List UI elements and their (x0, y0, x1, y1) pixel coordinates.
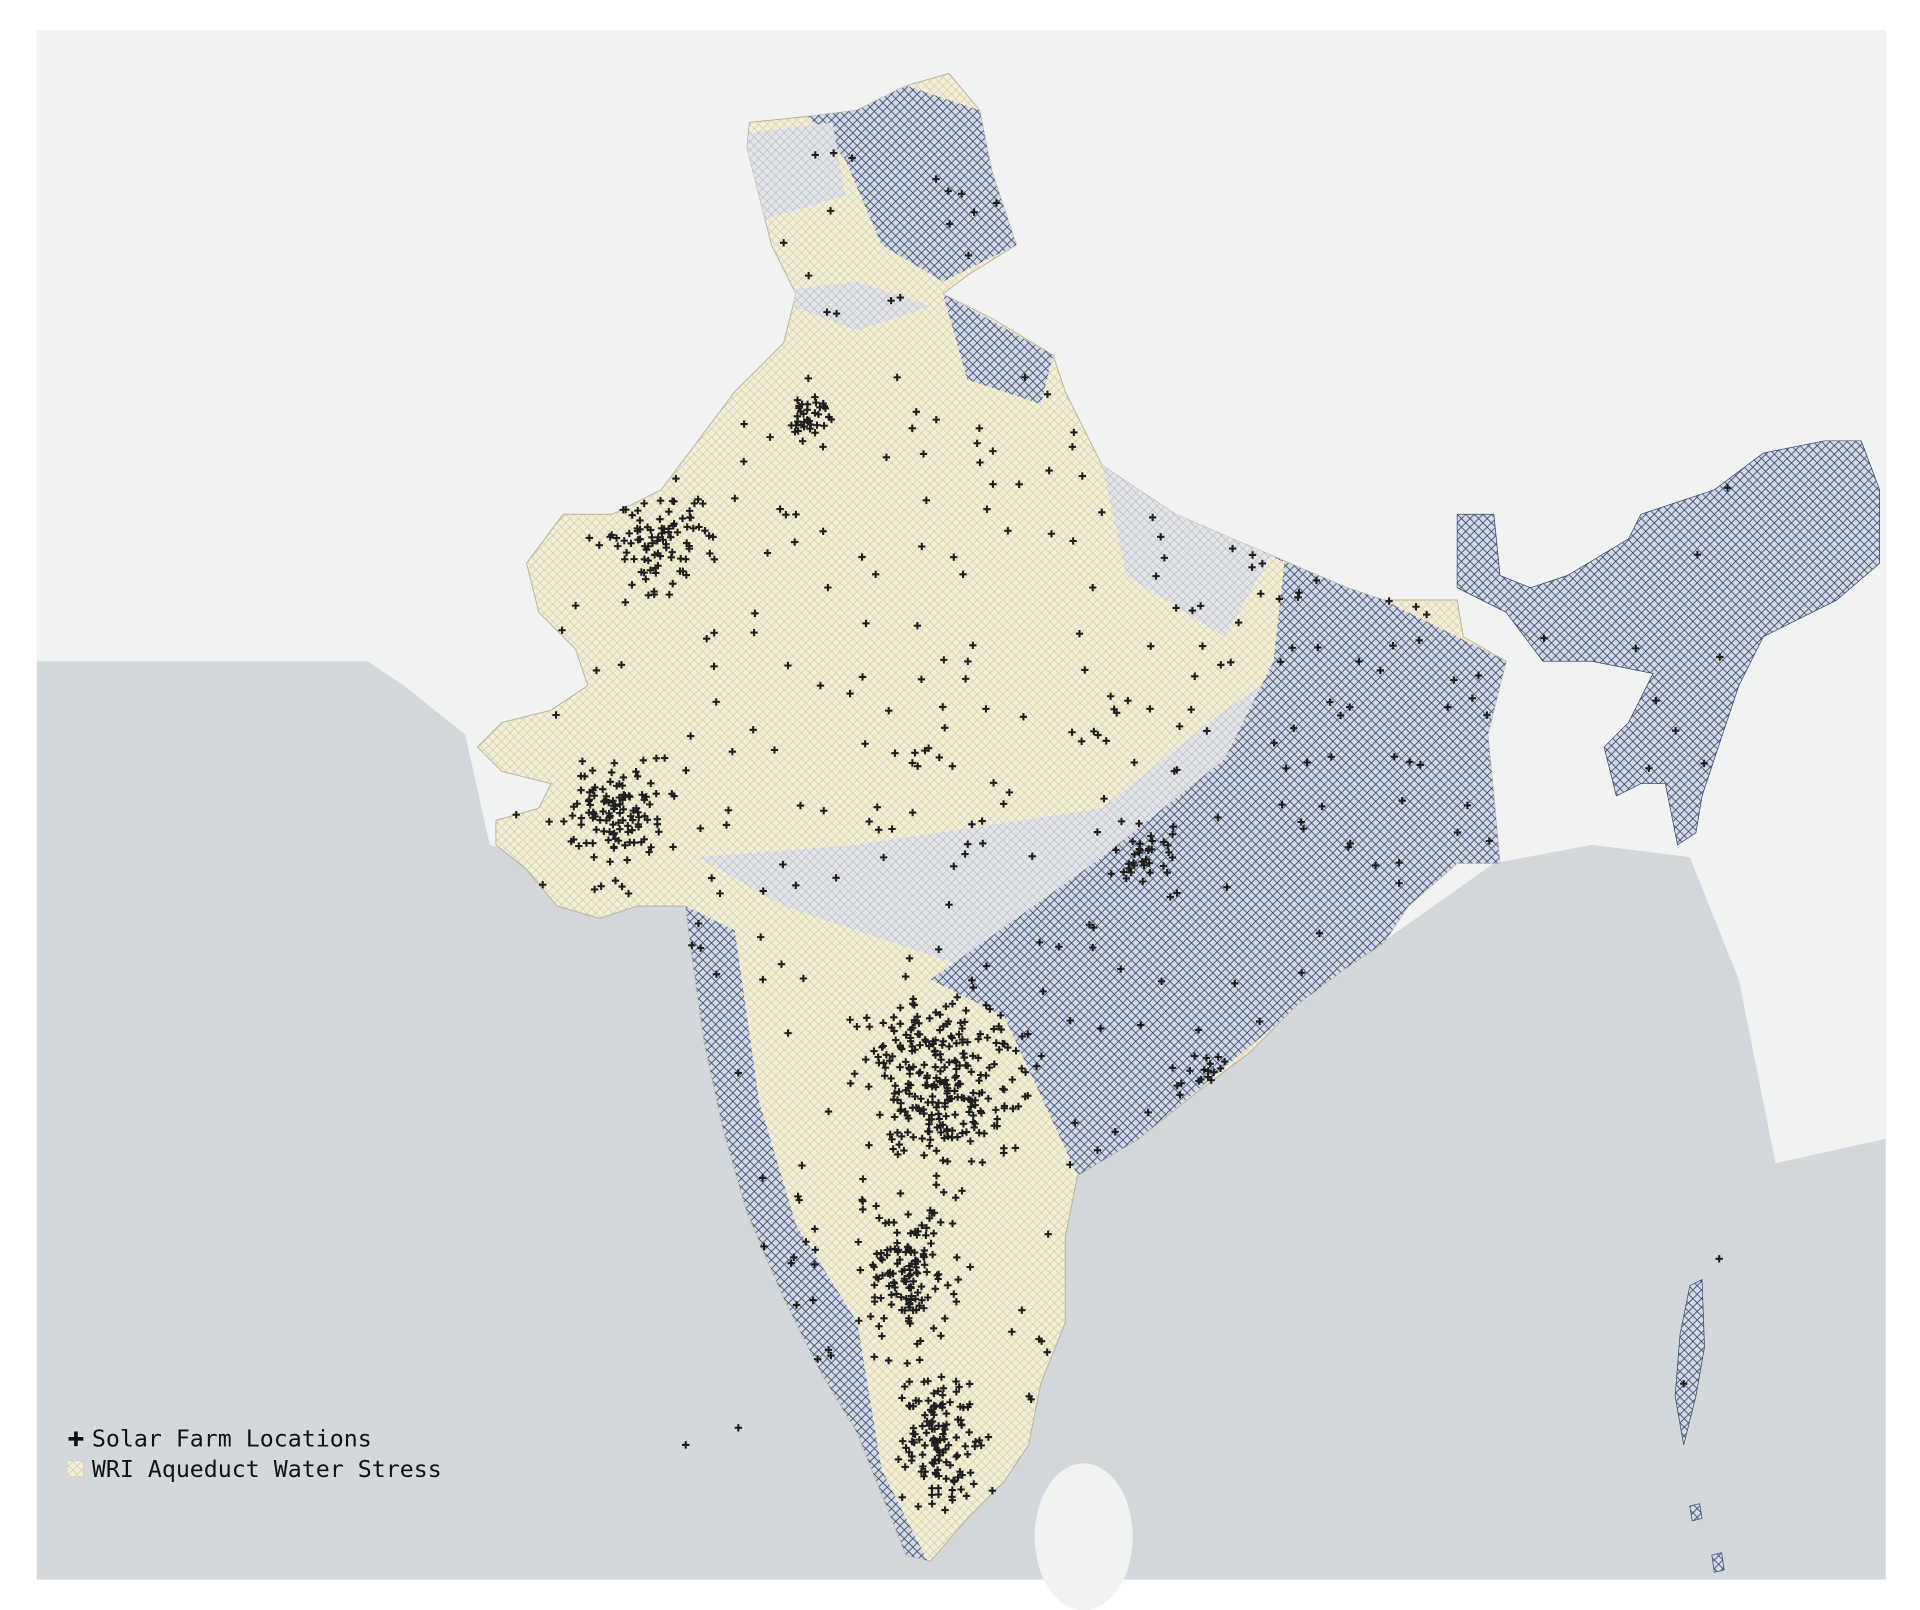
solar-farm-markers (512, 149, 1732, 1514)
legend-solar-symbol (68, 1431, 84, 1447)
legend: Solar Farm Locations WRI Aqueduct Water … (67, 1426, 442, 1483)
region-medium-north (734, 122, 1274, 637)
legend-stress-symbol (67, 1460, 84, 1478)
region-low-north (808, 85, 1017, 282)
india-northeast (1456, 440, 1880, 846)
andaman-islands (1674, 1279, 1725, 1573)
legend-label: WRI Aqueduct Water Stress (92, 1456, 442, 1483)
map-layer: Solar Farm Locations WRI Aqueduct Water … (36, 30, 1886, 1610)
legend-label: Solar Farm Locations (92, 1426, 372, 1453)
sri-lanka (1034, 1463, 1133, 1610)
region-low-west (661, 906, 931, 1562)
water-stress-regions (661, 85, 1507, 1562)
region-low-east (930, 355, 1507, 1176)
india-mainland (476, 72, 1507, 1562)
